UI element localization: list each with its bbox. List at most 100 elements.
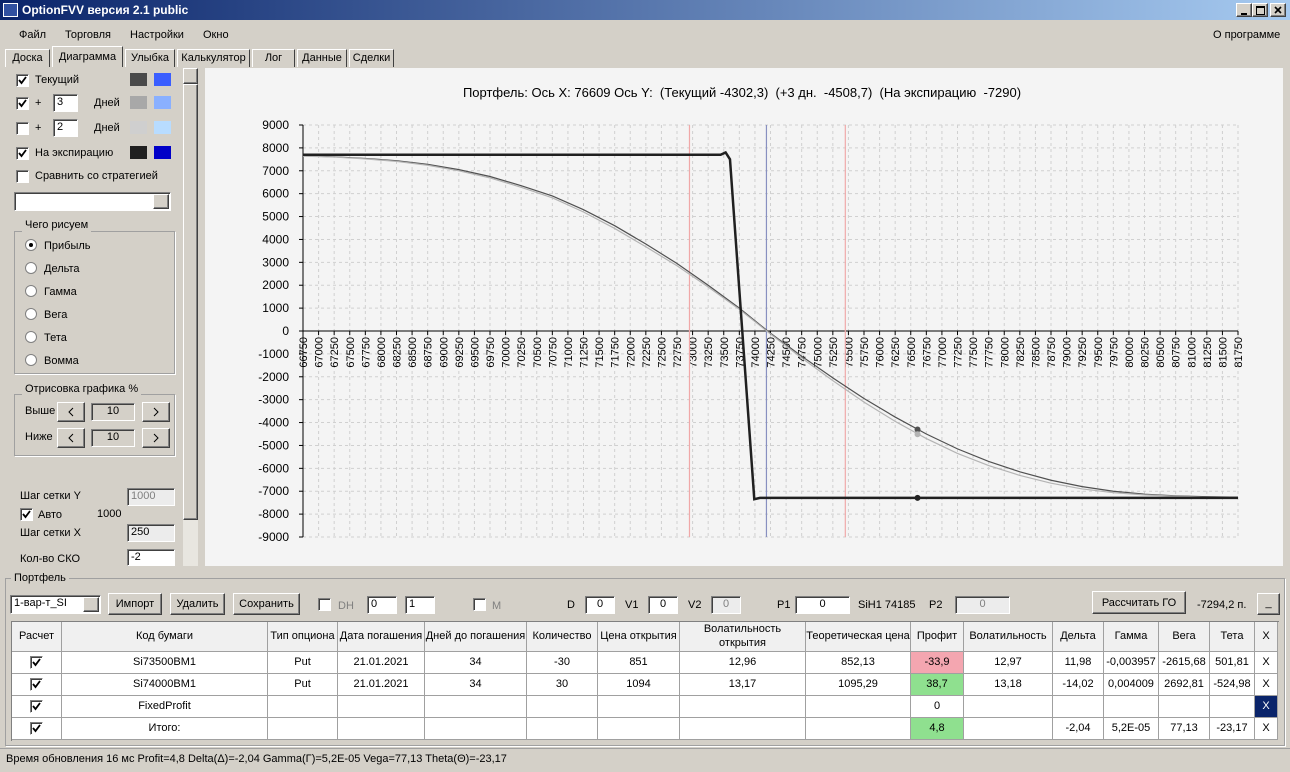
tab[interactable]: Данные (297, 49, 347, 67)
field-input[interactable]: 0 (711, 596, 741, 614)
x-tick-label: 72000 (625, 337, 637, 368)
calc-button[interactable]: Рассчитать ГО (1092, 591, 1186, 614)
spin-input[interactable]: 0 (367, 596, 397, 614)
tab[interactable]: Сделки (349, 49, 394, 67)
x-tick-label: 71000 (563, 337, 575, 368)
days-input[interactable]: 2 (53, 119, 78, 137)
row-checkbox[interactable] (30, 700, 43, 713)
row-checkbox[interactable] (30, 678, 43, 691)
import-button[interactable]: Импорт (108, 593, 162, 615)
curve-checkbox[interactable] (16, 122, 29, 135)
auto-checkbox[interactable] (20, 508, 33, 521)
days-input[interactable]: 3 (53, 94, 78, 112)
tab[interactable]: Доска (5, 49, 50, 67)
color-swatch[interactable] (130, 96, 147, 109)
curve-checkbox[interactable] (16, 147, 29, 160)
color-swatch[interactable] (154, 121, 171, 134)
dh-checkbox[interactable] (318, 598, 331, 611)
row-delete-button[interactable]: X (1255, 674, 1278, 696)
row-delete-button[interactable]: X (1255, 718, 1278, 740)
field-input[interactable]: 0 (955, 596, 1010, 614)
table-header: Количество (527, 622, 598, 652)
compare-checkbox[interactable] (16, 170, 29, 183)
menu-item[interactable]: Окно (203, 29, 229, 41)
table-cell: -524,98 (1210, 674, 1255, 696)
radio-button[interactable] (25, 354, 37, 366)
increase-button[interactable] (142, 402, 170, 422)
row-delete-button[interactable]: X (1255, 652, 1278, 674)
m-checkbox[interactable] (473, 598, 486, 611)
strategy-select[interactable] (14, 192, 171, 211)
curve-checkbox[interactable] (16, 97, 29, 110)
color-swatch[interactable] (154, 146, 171, 159)
color-swatch[interactable] (130, 121, 147, 134)
decrease-button[interactable] (57, 402, 85, 422)
color-swatch[interactable] (130, 73, 147, 86)
select-arrow[interactable] (153, 194, 169, 209)
table-cell: -30 (527, 652, 598, 674)
radio-button[interactable] (25, 239, 37, 251)
scroll-thumb[interactable] (183, 84, 198, 520)
radio-button[interactable] (25, 331, 37, 343)
x-tick-label: 72750 (672, 337, 684, 368)
select-arrow[interactable] (83, 597, 99, 612)
maximize-button[interactable] (1252, 3, 1268, 17)
tab[interactable]: Диаграмма (52, 46, 123, 67)
menu-item[interactable]: Торговля (65, 29, 111, 41)
save-button[interactable]: Сохранить (233, 593, 300, 615)
table-cell: 34 (425, 652, 527, 674)
x-tick-label: 81750 (1233, 337, 1245, 368)
radio-button[interactable] (25, 308, 37, 320)
field-label: P1 (777, 599, 791, 611)
tab[interactable]: Калькулятор (177, 49, 250, 67)
color-swatch[interactable] (130, 146, 147, 159)
spin-input[interactable]: 1 (405, 596, 435, 614)
x-tick-label: 79000 (1062, 337, 1074, 368)
table-header[interactable]: X (1255, 622, 1278, 652)
menu-item[interactable]: Настройки (130, 29, 184, 41)
portfolio-select[interactable]: 1-вар-т_SI (10, 595, 101, 614)
menu-about[interactable]: О программе (1213, 29, 1281, 41)
x-tick-label: 81250 (1202, 337, 1214, 368)
series-line (303, 150, 1238, 501)
table-header: Волатильность (964, 622, 1053, 652)
x-tick-label: 79250 (1077, 337, 1089, 368)
radio-label: Дельта (44, 263, 80, 275)
color-swatch[interactable] (154, 96, 171, 109)
y-tick-label: 0 (282, 324, 289, 338)
color-swatch[interactable] (154, 73, 171, 86)
row-checkbox[interactable] (30, 656, 43, 669)
table-cell: 5,2E-05 (1104, 718, 1159, 740)
row-checkbox[interactable] (30, 722, 43, 735)
x-tick-label: 75750 (859, 337, 871, 368)
table-header: Цена открытия (598, 622, 680, 652)
row-delete-button[interactable]: X (1255, 696, 1278, 718)
increase-button[interactable] (142, 428, 170, 448)
close-button[interactable] (1270, 3, 1286, 17)
field-input[interactable]: 0 (648, 596, 678, 614)
sko-input[interactable]: -2 (127, 549, 175, 566)
x-tick-label: 78000 (999, 337, 1011, 368)
grid-y-input[interactable]: 1000 (127, 488, 175, 506)
minimize-button[interactable]: _ (1257, 593, 1280, 615)
tab[interactable]: Улыбка (125, 49, 175, 67)
tab[interactable]: Лог (252, 49, 295, 67)
menu-item[interactable]: Файл (19, 29, 47, 41)
delete-button[interactable]: Удалить (170, 593, 225, 615)
field-input[interactable]: 0 (585, 596, 615, 614)
go-value: -7294,2 п. (1197, 599, 1247, 611)
table-header: Вега (1159, 622, 1210, 652)
radio-button[interactable] (25, 285, 37, 297)
table-header: Гамма (1104, 622, 1159, 652)
x-tick-label: 76500 (906, 337, 918, 368)
cursor-marker (914, 431, 921, 438)
minimize-button[interactable] (1236, 3, 1252, 17)
curve-checkbox[interactable] (16, 74, 29, 87)
table-cell: 13,18 (964, 674, 1053, 696)
table-cell: -2,04 (1053, 718, 1104, 740)
radio-button[interactable] (25, 262, 37, 274)
grid-x-input[interactable]: 250 (127, 524, 175, 542)
decrease-button[interactable] (57, 428, 85, 448)
field-input[interactable]: 0 (795, 596, 850, 614)
scroll-up[interactable] (183, 68, 198, 84)
